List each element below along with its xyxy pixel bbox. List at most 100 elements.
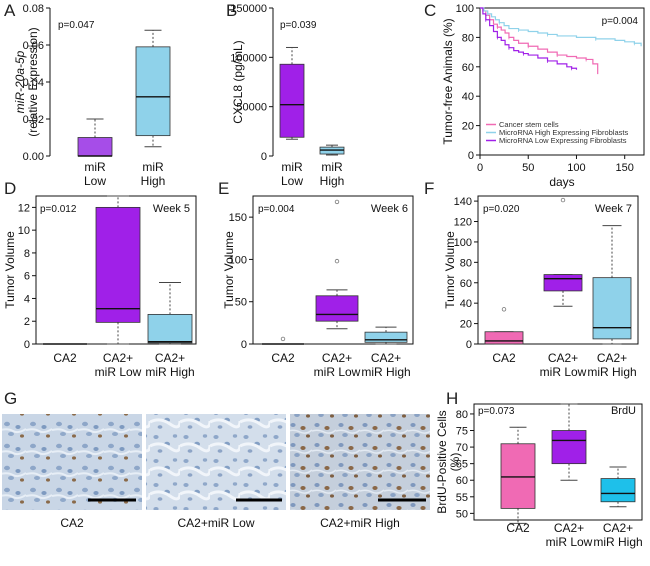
box <box>600 478 636 503</box>
y-tick-label: 12 <box>18 202 30 214</box>
category-label: CA2 <box>271 351 295 365</box>
plot-frame <box>479 7 645 156</box>
box <box>95 206 141 323</box>
x-axis-label: days <box>549 175 574 189</box>
category-label: miR High <box>587 365 636 379</box>
legend-label: Cancer stem cells <box>499 120 559 129</box>
y-tick-label: 60 <box>460 278 472 290</box>
panel-subtitle: Week 7 <box>595 203 632 215</box>
y-tick-label: 0 <box>468 150 474 162</box>
category-label: CA2+ <box>103 351 133 365</box>
panel-letter-a: A <box>4 1 16 20</box>
y-tick-label: 0 <box>466 339 472 351</box>
panel-letter-f: F <box>424 179 434 198</box>
box <box>279 63 305 138</box>
y-tick-label: 70 <box>456 442 468 454</box>
category-label: miR Low <box>546 535 593 549</box>
y-tick-label: 50 <box>235 297 247 309</box>
outlier-point <box>334 199 340 205</box>
y-tick-label: 0 <box>241 339 247 351</box>
y-tick-label: 75 <box>456 426 468 438</box>
plot-frame <box>252 195 414 345</box>
y-tick-label: 150 <box>229 212 247 224</box>
panel-letter-e: E <box>218 179 229 198</box>
chart-panel-b: 0 50000 100000 150000 CXCL8 (pg/mL) p=0.039 mi… <box>230 3 345 188</box>
micrograph-panel: CA2 CA2+miR Low CA2+miR High <box>2 414 430 530</box>
y-axis-label: miR-20a-5p <box>13 50 27 113</box>
y-axis-label: BrdU-Positive Cells <box>435 410 449 513</box>
plot-frame <box>477 195 639 345</box>
micrograph-ca2-mir-low <box>146 414 286 510</box>
y-tick-label: 0.08 <box>23 3 44 15</box>
category-label: CA2+ <box>603 521 633 535</box>
p-value: p=0.020 <box>483 204 520 215</box>
y-tick-label: 2 <box>24 316 30 328</box>
box <box>484 331 524 345</box>
box <box>77 137 113 157</box>
y-axis-label: Tumor Volume <box>222 231 236 309</box>
panel-subtitle: Week 5 <box>153 203 190 215</box>
series-line-2 <box>480 7 578 70</box>
category-label: miR High <box>361 365 410 379</box>
y-tick-label: 8 <box>24 248 30 260</box>
chart-panel-f: 0 20 40 60 80 100 120 140 Tumor Volume p=0.020 Wee… <box>443 195 639 379</box>
y-tick-label: 40 <box>460 298 472 310</box>
y-tick-label: 60 <box>456 475 468 487</box>
panel-letter-b: B <box>226 1 237 20</box>
legend-label: MicroRNA High Expressing Fibroblasts <box>499 128 628 137</box>
y-axis-label: Tumor Volume <box>3 231 17 309</box>
category-label: miR <box>281 160 303 174</box>
y-axis-label: Tumor Volume <box>443 231 457 309</box>
y-tick-label: 40 <box>462 91 474 103</box>
category-label: miR <box>321 160 343 174</box>
category-label: CA2+ <box>322 351 352 365</box>
category-label: High <box>320 174 345 188</box>
series-line-1 <box>480 7 642 47</box>
panel-letter-h: H <box>446 389 458 408</box>
category-label: CA2+ <box>548 351 578 365</box>
y-tick-label: 100 <box>456 3 474 15</box>
y-tick-label: 50 <box>456 508 468 520</box>
category-label: miR Low <box>314 365 361 379</box>
y-tick-label: 50000 <box>236 102 267 114</box>
chart-panel-c: 0 20 40 60 80 100 0 50 100 150 days Tumor-free Anim… <box>441 3 645 189</box>
x-tick-label: 50 <box>522 162 534 174</box>
outlier-point <box>560 197 566 203</box>
y-tick-label: 20 <box>460 319 472 331</box>
p-value: p=0.004 <box>258 204 295 215</box>
y-tick-label: 0.06 <box>23 40 44 52</box>
x-tick-label: 150 <box>616 162 634 174</box>
series-line-0 <box>480 7 599 75</box>
micrograph-label: CA2+miR High <box>320 516 400 530</box>
p-value: p=0.047 <box>58 20 95 31</box>
category-label: High <box>141 174 166 188</box>
box <box>315 295 359 322</box>
category-label: CA2+ <box>371 351 401 365</box>
micrograph-ca2-mir-high <box>290 414 430 510</box>
box <box>592 277 632 340</box>
y-tick-label: 0.04 <box>23 77 44 89</box>
category-label: Low <box>281 174 303 188</box>
category-label: miR <box>84 160 106 174</box>
y-tick-label: 80 <box>456 409 468 421</box>
y-axis-label: Tumor-free Animals (%) <box>441 18 455 144</box>
category-label: CA2+ <box>597 351 627 365</box>
panel-letter-c: C <box>424 1 436 20</box>
category-label: miR <box>142 160 164 174</box>
y-tick-label: 140 <box>454 196 472 208</box>
outlier-point <box>501 307 507 312</box>
y-tick-label: 0 <box>24 339 30 351</box>
legend-label: MicroRNA Low Expressing Fibroblasts <box>499 136 627 145</box>
y-tick-label: 55 <box>456 492 468 504</box>
y-tick-label: 80 <box>462 32 474 44</box>
y-tick-label: 150000 <box>230 3 267 15</box>
y-tick-label: 80 <box>460 257 472 269</box>
y-tick-label: 65 <box>456 459 468 471</box>
box <box>543 274 583 292</box>
outlier-point <box>334 258 340 264</box>
box <box>500 443 536 509</box>
y-axis-label: CXCL8 (pg/mL) <box>231 40 245 123</box>
panel-letter-g: G <box>4 389 17 408</box>
category-label: CA2+ <box>155 351 185 365</box>
